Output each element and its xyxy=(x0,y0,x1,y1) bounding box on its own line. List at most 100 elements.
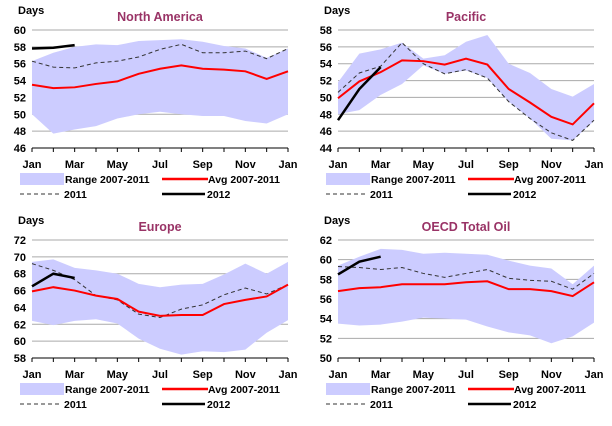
panel-oecd-total-oil: Days OECD Total Oil 50 52 54 56 58 60 62 Jan Mar Ma… xyxy=(306,210,612,421)
y-tick-label: 58 xyxy=(320,25,332,37)
x-tick-label: Jan xyxy=(585,159,604,171)
x-tick-label: Sep xyxy=(499,369,519,381)
legend-label-range: Range 2007-2011 xyxy=(371,174,456,186)
x-tick-label: Jan xyxy=(329,159,348,171)
x-tick-label: Mar xyxy=(371,159,391,171)
legend-label-2011: 2011 xyxy=(64,189,87,201)
panel-pacific: Days Pacific 44 46 48 50 52 54 56 58 Jan Mar May Jul S… xyxy=(306,0,612,211)
y-tick-label: 62 xyxy=(320,235,332,247)
x-tick-label: May xyxy=(413,159,435,171)
legend-label-avg: Avg 2007-2011 xyxy=(514,174,586,186)
chart-svg: Days Pacific 44 46 48 50 52 54 56 58 Jan Mar May Jul S… xyxy=(320,5,604,201)
x-tick-label: May xyxy=(107,369,129,381)
legend-label-range: Range 2007-2011 xyxy=(371,384,456,396)
x-tick-label: Jul xyxy=(152,369,168,381)
series-avg xyxy=(337,280,595,298)
legend-swatch-range xyxy=(20,383,64,395)
series-avg xyxy=(337,57,595,126)
x-tick-label: Nov xyxy=(541,159,563,171)
y-tick-label: 50 xyxy=(320,92,332,104)
y-tick-label: 48 xyxy=(14,126,26,138)
x-tick-label: May xyxy=(107,159,129,171)
legend-label-avg: Avg 2007-2011 xyxy=(208,384,280,396)
x-tick-label: Sep xyxy=(193,369,213,381)
legend-label-2011: 2011 xyxy=(370,399,393,411)
x-tick-label: Jan xyxy=(23,369,42,381)
y-tick-label: 50 xyxy=(14,109,26,121)
x-tick-label: Jan xyxy=(23,159,42,171)
series-2011 xyxy=(337,41,595,141)
chart-svg: Days North America 46 48 50 52 54 56 58 60 Jan Mar M… xyxy=(14,5,298,201)
y-tick-label: 54 xyxy=(320,314,333,326)
legend-label-avg: Avg 2007-2011 xyxy=(514,384,586,396)
chart-svg: Days Europe 58 60 62 64 66 68 70 72 Jan Mar May Jul Se… xyxy=(14,215,298,411)
panel-north-america: Days North America 46 48 50 52 54 56 58 60 Jan Mar M… xyxy=(0,0,306,211)
legend-swatch-range xyxy=(20,173,64,185)
y-tick-label: 52 xyxy=(320,76,332,88)
y-tick-label: 46 xyxy=(14,143,26,155)
x-tick-label: Jan xyxy=(329,369,348,381)
y-tick-label: 62 xyxy=(14,319,26,331)
x-tick-label: Nov xyxy=(541,369,563,381)
x-tick-label: Mar xyxy=(65,369,85,381)
y-tick-label: 70 xyxy=(14,252,26,264)
series-2011 xyxy=(31,263,289,319)
legend-label-2012: 2012 xyxy=(207,189,231,201)
x-tick-label: Mar xyxy=(65,159,85,171)
y-axis-label: Days xyxy=(324,5,350,17)
chart-svg: Days OECD Total Oil 50 52 54 56 58 60 62 Jan Mar Ma… xyxy=(320,215,604,411)
panel-europe: Days Europe 58 60 62 64 66 68 70 72 Jan Mar May Jul Se… xyxy=(0,210,306,421)
x-tick-label: May xyxy=(413,369,435,381)
y-tick-label: 58 xyxy=(14,42,26,54)
range-band xyxy=(32,259,288,355)
legend-label-2012: 2012 xyxy=(513,399,537,411)
y-tick-label: 44 xyxy=(320,143,333,155)
y-tick-label: 68 xyxy=(14,269,26,281)
y-axis-label: Days xyxy=(324,215,350,227)
y-tick-label: 52 xyxy=(320,333,332,345)
y-tick-label: 60 xyxy=(14,336,26,348)
x-tick-label: Jul xyxy=(458,159,474,171)
x-tick-label: Nov xyxy=(235,369,257,381)
x-tick-label: Jul xyxy=(152,159,168,171)
x-tick-label: Jan xyxy=(585,369,604,381)
y-tick-label: 56 xyxy=(320,294,332,306)
y-tick-label: 54 xyxy=(14,76,27,88)
range-band xyxy=(338,248,594,344)
range-band xyxy=(32,39,288,134)
y-tick-label: 72 xyxy=(14,235,26,247)
series-2011 xyxy=(31,43,289,69)
legend-swatch-range xyxy=(326,173,370,185)
y-tick-label: 54 xyxy=(320,59,333,71)
series-2012 xyxy=(337,255,381,276)
y-tick-label: 52 xyxy=(14,92,26,104)
chart-title: North America xyxy=(117,10,204,24)
legend-label-2011: 2011 xyxy=(370,189,393,201)
series-2012 xyxy=(31,43,75,50)
series-avg xyxy=(31,64,289,90)
x-tick-label: Nov xyxy=(235,159,257,171)
x-tick-label: Jan xyxy=(279,159,298,171)
range-band xyxy=(338,35,594,141)
series-2012 xyxy=(31,272,75,288)
y-axis-label: Days xyxy=(18,215,44,227)
y-tick-label: 60 xyxy=(320,255,332,267)
y-tick-label: 48 xyxy=(320,109,332,121)
legend-label-range: Range 2007-2011 xyxy=(65,174,150,186)
y-tick-label: 50 xyxy=(320,353,332,365)
x-tick-label: Sep xyxy=(193,159,213,171)
y-tick-label: 66 xyxy=(14,286,26,298)
legend-label-2012: 2012 xyxy=(207,399,231,411)
y-tick-label: 58 xyxy=(14,353,26,365)
x-tick-label: Mar xyxy=(371,369,391,381)
chart-title: OECD Total Oil xyxy=(422,220,511,234)
series-2012 xyxy=(336,66,382,121)
x-tick-label: Sep xyxy=(499,159,519,171)
y-tick-label: 56 xyxy=(320,42,332,54)
legend-label-range: Range 2007-2011 xyxy=(65,384,150,396)
legend-label-2012: 2012 xyxy=(513,189,537,201)
chart-title: Europe xyxy=(138,220,181,234)
series-avg xyxy=(31,283,289,317)
y-tick-label: 46 xyxy=(320,126,332,138)
